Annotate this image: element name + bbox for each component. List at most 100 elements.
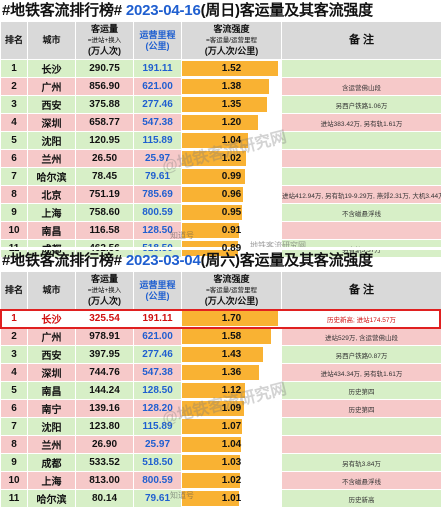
intensity-value: 1.02 <box>222 153 241 164</box>
header-intensity-formula: =客运量/运营里程 <box>182 285 281 296</box>
title-suffix: (周六)客运量及其客流强度 <box>201 252 373 269</box>
intensity-bar <box>182 365 259 380</box>
mileage-cell: 621.00 <box>134 328 182 346</box>
header-volume: 客运量 =进站+换入 (万人次) <box>76 22 134 60</box>
header-intensity-unit: (万人次/公里) <box>182 46 281 57</box>
intensity-value: 1.07 <box>222 421 241 432</box>
header-volume-title: 客运量 <box>76 24 133 35</box>
volume-cell: 658.77 <box>76 114 134 132</box>
volume-cell: 26.90 <box>76 436 134 454</box>
volume-cell: 533.52 <box>76 454 134 472</box>
mileage-cell: 547.38 <box>134 114 182 132</box>
panel-title: #地铁客流排行榜# 2023-03-04(周六)客运量及其客流强度 <box>0 250 441 271</box>
rank-cell: 2 <box>1 328 28 346</box>
city-cell: 长沙 <box>28 60 76 78</box>
intensity-value: 1.12 <box>222 385 241 396</box>
city-cell: 南宁 <box>28 400 76 418</box>
intensity-value: 0.89 <box>222 243 241 254</box>
header-rank: 排名 <box>1 22 28 60</box>
rank-cell: 7 <box>1 168 28 186</box>
note-cell <box>282 436 441 454</box>
volume-cell: 139.16 <box>76 400 134 418</box>
intensity-cell: 1.07 <box>182 418 282 436</box>
header-mileage-unit: (公里) <box>134 291 181 302</box>
intensity-value: 0.96 <box>222 189 241 200</box>
city-cell: 沈阳 <box>28 132 76 150</box>
mileage-cell: 277.46 <box>134 96 182 114</box>
intensity-cell: 1.36 <box>182 364 282 382</box>
mileage-cell: 25.97 <box>134 150 182 168</box>
note-cell: 历史第四 <box>282 382 441 400</box>
rank-cell: 7 <box>1 418 28 436</box>
note-cell <box>282 132 441 150</box>
intensity-cell: 1.04 <box>182 132 282 150</box>
note-cell <box>282 418 441 436</box>
mileage-cell: 115.89 <box>134 132 182 150</box>
mileage-cell: 128.50 <box>134 222 182 240</box>
note-cell: 进站434.34万, 另有轨1.61万 <box>282 364 441 382</box>
mileage-cell: 621.00 <box>134 78 182 96</box>
intensity-value: 1.70 <box>222 313 241 324</box>
title-suffix: (周日)客运量及其客流强度 <box>201 2 373 19</box>
city-cell: 南昌 <box>28 382 76 400</box>
volume-cell: 80.14 <box>76 490 134 508</box>
panel-title: #地铁客流排行榜# 2023-04-16(周日)客运量及其客流强度 <box>0 0 441 21</box>
intensity-cell: 1.02 <box>182 472 282 490</box>
header-intensity-unit: (万人次/公里) <box>182 296 281 307</box>
intensity-value: 1.04 <box>222 439 241 450</box>
volume-cell: 78.45 <box>76 168 134 186</box>
rank-cell: 6 <box>1 150 28 168</box>
volume-cell: 397.95 <box>76 346 134 364</box>
intensity-value: 0.91 <box>222 225 241 236</box>
intensity-cell: 1.04 <box>182 436 282 454</box>
city-cell: 成都 <box>28 454 76 472</box>
header-rank: 排名 <box>1 272 28 310</box>
intensity-cell: 1.38 <box>182 78 282 96</box>
intensity-value: 1.52 <box>222 63 241 74</box>
title-date: 2023-04-16 <box>126 2 201 19</box>
header-intensity-formula: =客运量/运营里程 <box>182 35 281 46</box>
mileage-cell: 785.69 <box>134 186 182 204</box>
note-cell: 另西户铁路1.06万 <box>282 96 441 114</box>
intensity-value: 1.03 <box>222 457 241 468</box>
volume-cell: 758.60 <box>76 204 134 222</box>
city-cell: 兰州 <box>28 436 76 454</box>
rank-cell: 8 <box>1 186 28 204</box>
header-intensity-title: 客流强度 <box>182 24 281 35</box>
city-cell: 深圳 <box>28 114 76 132</box>
intensity-value: 1.43 <box>222 349 241 360</box>
header-note: 备 注 <box>282 272 441 310</box>
rank-cell: 4 <box>1 364 28 382</box>
rank-cell: 1 <box>1 310 28 328</box>
city-cell: 深圳 <box>28 364 76 382</box>
note-cell <box>282 60 441 78</box>
intensity-cell: 1.12 <box>182 382 282 400</box>
header-mileage-unit: (公里) <box>134 41 181 52</box>
note-cell: 历史新高 <box>282 490 441 508</box>
mileage-cell: 79.61 <box>134 168 182 186</box>
note-cell: 另有轨3.84万 <box>282 454 441 472</box>
header-volume: 客运量 =进站+换入 (万人次) <box>76 272 134 310</box>
title-prefix: #地铁客流排行榜# <box>2 2 122 19</box>
intensity-cell: 1.01 <box>182 490 282 508</box>
rank-cell: 5 <box>1 132 28 150</box>
city-cell: 南昌 <box>28 222 76 240</box>
intensity-cell: 1.20 <box>182 114 282 132</box>
mileage-cell: 277.46 <box>134 346 182 364</box>
mileage-cell: 191.11 <box>134 310 182 328</box>
volume-cell: 751.19 <box>76 186 134 204</box>
intensity-cell: 1.58 <box>182 328 282 346</box>
title-prefix: #地铁客流排行榜# <box>2 252 122 269</box>
ranking-panel-0304: #地铁客流排行榜# 2023-03-04(周六)客运量及其客流强度 排名 城市 … <box>0 250 441 500</box>
